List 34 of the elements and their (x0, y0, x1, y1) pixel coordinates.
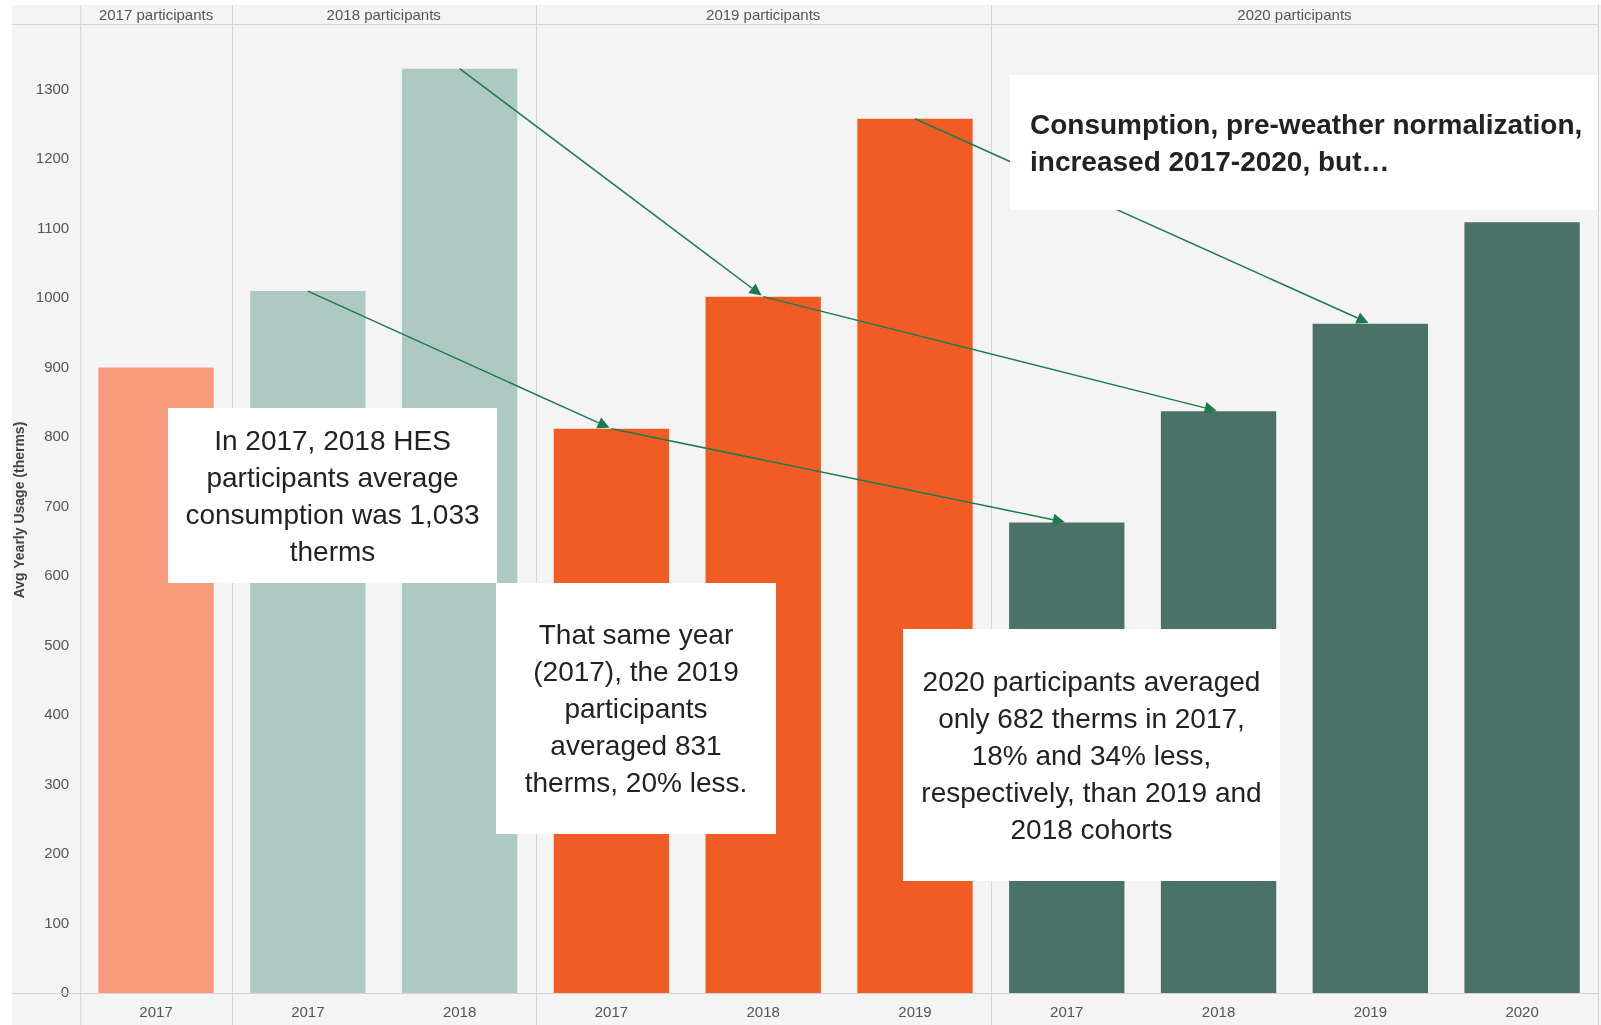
x-tick-label: 2020 (1505, 1003, 1539, 1021)
text: 2018 participants (326, 6, 441, 24)
bar (1312, 323, 1428, 993)
y-tick-label: 500 (44, 635, 70, 653)
y-tick-label: 800 (44, 427, 70, 445)
y-tick-label: 700 (44, 496, 70, 514)
x-tick-label: 2017 (291, 1003, 325, 1021)
x-tick-label: 2019 (898, 1003, 932, 1021)
y-tick-label: 1100 (36, 218, 70, 236)
bar (1464, 222, 1580, 993)
y-tick-label: 400 (44, 705, 70, 723)
text-box: Consumption, pre-weather normalization, increased 2017-2020, but… (1010, 75, 1598, 210)
y-tick-label: 200 (44, 844, 70, 862)
x-tick-label: 2017 (139, 1003, 173, 1021)
y-tick-label: 600 (44, 566, 70, 584)
y-tick-label: 300 (44, 774, 70, 792)
x-tick-label: 2018 (746, 1003, 780, 1021)
text-box: That same year (2017), the 2019 participants averaged 831 therms, 20% less. (496, 583, 776, 834)
y-tick-label: 100 (44, 913, 70, 931)
y-axis-title: Avg Yearly Usage (therms) (11, 421, 28, 599)
x-tick-label: 2017 (1050, 1003, 1084, 1021)
text-box: In 2017, 2018 HES participants average consumption was 1,033 therms (168, 408, 497, 583)
x-tick-label: 2017 (594, 1003, 629, 1021)
text: 2019 participants (706, 6, 821, 24)
text-box: 2020 participants averaged only 682 therms in 2017, 18% and 34% less, respectively, than 2019 and 2018 cohorts (903, 629, 1280, 881)
text: 2017 participants (98, 6, 214, 24)
y-tick-label: 1300 (35, 79, 70, 97)
y-tick-label: 1000 (35, 288, 70, 306)
x-tick-label: 2018 (442, 1003, 477, 1021)
text: 2020 participants (1237, 6, 1352, 24)
y-tick-label: 1200 (35, 149, 70, 167)
x-tick-label: 2018 (1201, 1003, 1236, 1021)
y-tick-label: 900 (44, 357, 70, 375)
x-tick-label: 2019 (1353, 1003, 1388, 1021)
